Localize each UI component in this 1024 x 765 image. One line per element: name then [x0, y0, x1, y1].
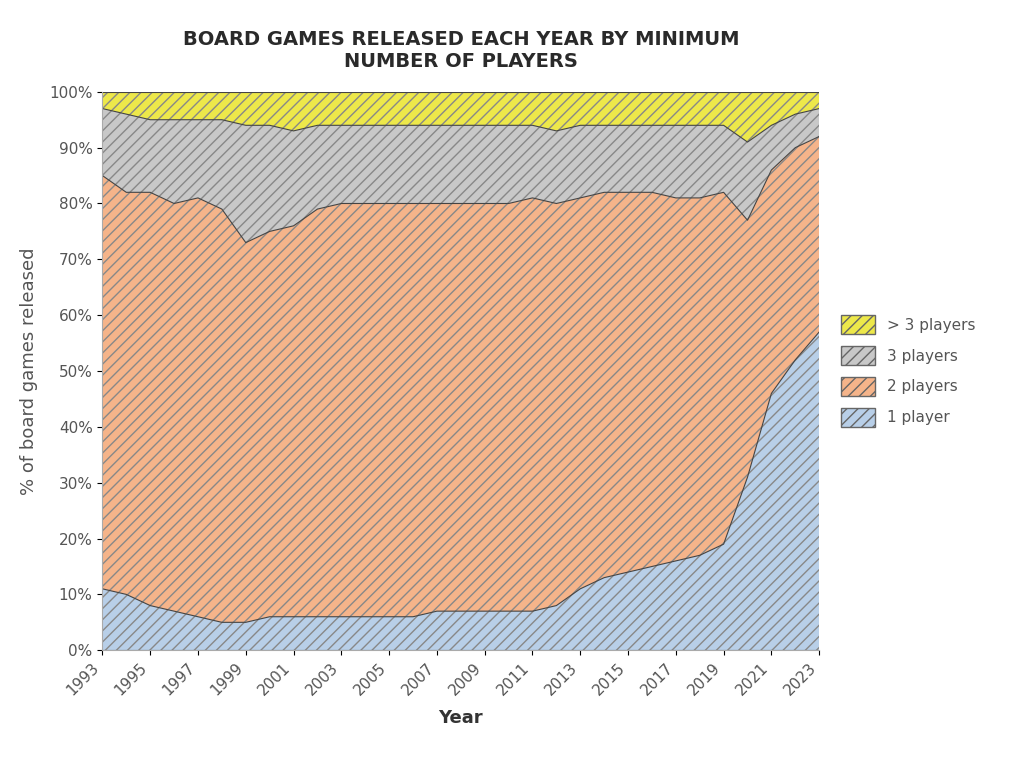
Title: BOARD GAMES RELEASED EACH YEAR BY MINIMUM
NUMBER OF PLAYERS: BOARD GAMES RELEASED EACH YEAR BY MINIMU… [182, 30, 739, 71]
Y-axis label: % of board games released: % of board games released [20, 247, 38, 495]
X-axis label: Year: Year [438, 709, 483, 728]
Legend: > 3 players, 3 players, 2 players, 1 player: > 3 players, 3 players, 2 players, 1 pla… [841, 315, 976, 427]
